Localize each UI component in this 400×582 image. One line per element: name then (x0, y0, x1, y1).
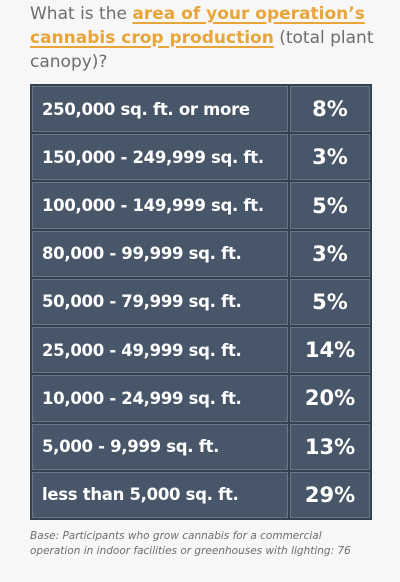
table-row: 50,000 - 79,999 sq. ft. 5% (32, 278, 370, 326)
percentage: 5% (290, 182, 370, 229)
size-label: 100,000 - 149,999 sq. ft. (32, 182, 288, 229)
percentage: 14% (290, 327, 370, 374)
size-label: 5,000 - 9,999 sq. ft. (32, 423, 288, 470)
table-row: 150,000 - 249,999 sq. ft. 3% (32, 134, 370, 181)
size-label: 250,000 sq. ft. or more (32, 86, 288, 133)
percentage: 3% (290, 230, 370, 277)
question-text: (total plant canopy)? (30, 28, 374, 72)
size-label: 25,000 - 49,999 sq. ft. (32, 327, 288, 374)
table-row: 25,000 - 49,999 sq. ft. 14% (32, 327, 370, 374)
table-row: 80,000 - 99,999 sq. ft. 3% (32, 230, 370, 277)
size-label: 80,000 - 99,999 sq. ft. (32, 230, 288, 277)
table: 250,000 sq. ft. or more 8% 150,000 - 249,9… (30, 84, 372, 520)
table-row: 100,000 - 149,999 sq. ft. 5% (32, 182, 370, 229)
footnote: Base: Participants who grow cannabis for… (30, 530, 351, 557)
size-label: 10,000 - 24,999 sq. ft. (32, 375, 288, 422)
percentage: 5% (290, 278, 370, 326)
table-row: less than 5,000 sq. ft. 29% (32, 471, 370, 518)
question: What is the area of your operation’s can… (30, 2, 380, 74)
table-row: 10,000 - 24,999 sq. ft. 20% (32, 375, 370, 422)
size-label: 150,000 - 249,999 sq. ft. (32, 134, 288, 181)
question-text: What is the (30, 4, 133, 24)
percentage: 13% (290, 423, 370, 470)
size-label: 50,000 - 79,999 sq. ft. (32, 278, 288, 326)
percentage: 3% (290, 134, 370, 181)
table-row: 250,000 sq. ft. or more 8% (32, 86, 370, 133)
percentage: 20% (290, 375, 370, 422)
percentage: 29% (290, 471, 370, 518)
question-highlight: area of your operation’s cannabis crop p… (30, 4, 365, 48)
table-row: 5,000 - 9,999 sq. ft. 13% (32, 423, 370, 470)
percentage: 8% (290, 86, 370, 133)
size-label: less than 5,000 sq. ft. (32, 471, 288, 518)
